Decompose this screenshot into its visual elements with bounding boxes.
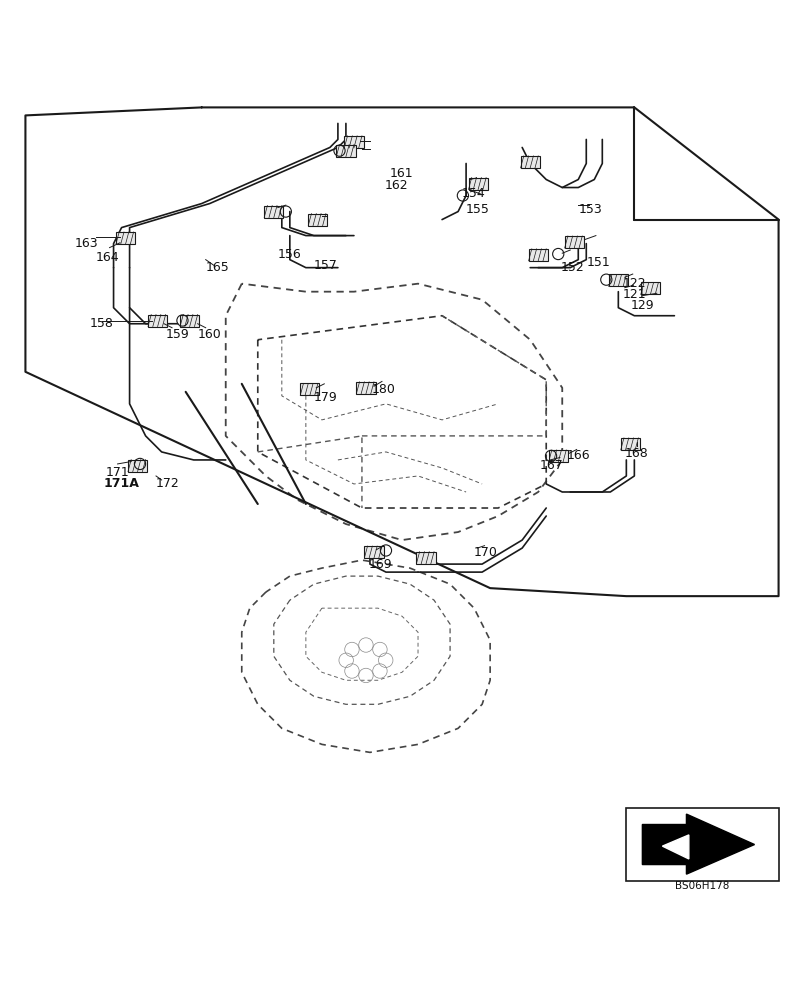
Polygon shape xyxy=(642,814,753,874)
Text: BS06H178: BS06H178 xyxy=(675,881,729,891)
Bar xyxy=(520,156,539,168)
Bar xyxy=(528,249,547,261)
Text: 167: 167 xyxy=(539,459,563,472)
Bar xyxy=(336,145,355,157)
Text: 155: 155 xyxy=(466,203,489,216)
Bar xyxy=(264,206,283,218)
Bar xyxy=(364,546,383,558)
Polygon shape xyxy=(662,835,688,859)
Text: 157: 157 xyxy=(313,259,337,272)
Bar xyxy=(608,274,627,286)
Text: 151: 151 xyxy=(585,256,609,269)
Text: 121: 121 xyxy=(622,288,645,301)
Text: 168: 168 xyxy=(624,447,648,460)
Text: 163: 163 xyxy=(75,237,99,250)
Bar xyxy=(640,282,659,294)
Text: 153: 153 xyxy=(577,203,601,216)
Bar xyxy=(620,438,639,450)
Bar xyxy=(626,808,777,881)
Text: 171A: 171A xyxy=(104,477,140,490)
Text: 164: 164 xyxy=(96,251,120,264)
Text: 156: 156 xyxy=(278,248,301,261)
Text: 172: 172 xyxy=(156,477,180,490)
Text: 152: 152 xyxy=(560,261,584,274)
Bar xyxy=(344,136,363,148)
Bar xyxy=(548,450,567,462)
Bar xyxy=(116,232,135,244)
Bar xyxy=(128,460,147,472)
Bar xyxy=(468,178,487,190)
Text: 129: 129 xyxy=(630,299,653,312)
Text: 180: 180 xyxy=(371,383,395,396)
Text: 179: 179 xyxy=(313,391,337,404)
Bar xyxy=(308,214,327,226)
Text: 158: 158 xyxy=(89,317,113,330)
Bar xyxy=(180,315,199,327)
Bar xyxy=(148,315,167,327)
Bar xyxy=(356,382,375,394)
Text: 166: 166 xyxy=(565,449,589,462)
Text: 159: 159 xyxy=(165,328,190,341)
Text: 161: 161 xyxy=(389,167,413,180)
Text: 169: 169 xyxy=(368,558,392,571)
Text: 154: 154 xyxy=(462,187,485,200)
Text: 165: 165 xyxy=(206,261,229,274)
Text: 170: 170 xyxy=(474,546,497,559)
Text: 160: 160 xyxy=(198,328,221,341)
Text: 162: 162 xyxy=(384,179,407,192)
Bar xyxy=(416,552,435,564)
Text: 171: 171 xyxy=(105,466,129,479)
Bar xyxy=(300,383,319,395)
Bar xyxy=(564,236,583,248)
Text: 122: 122 xyxy=(622,277,645,290)
